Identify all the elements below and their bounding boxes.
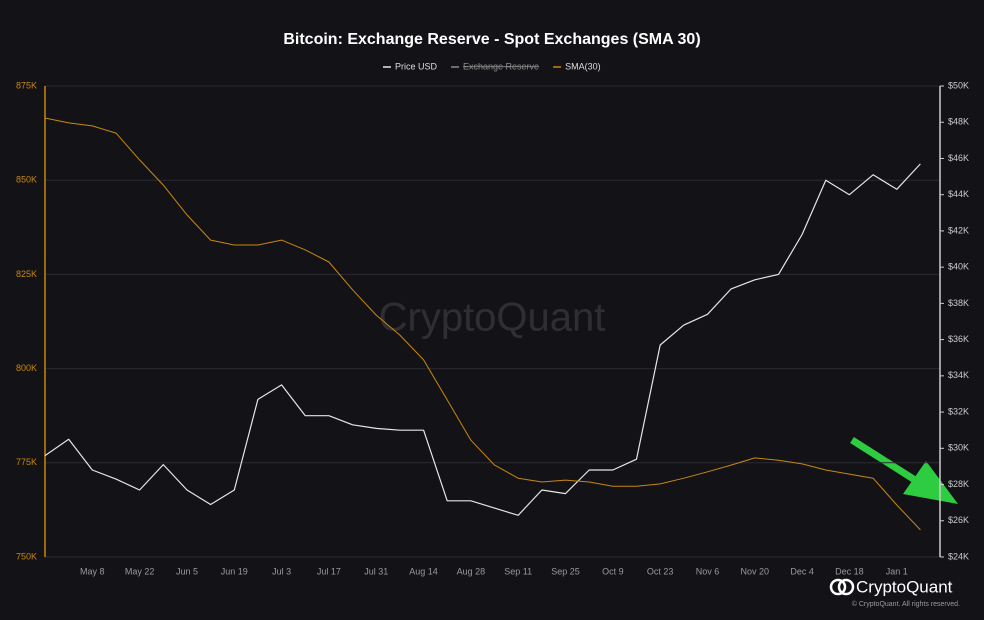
series-line [44,117,921,531]
x-tick-label: Jan 1 [886,566,908,576]
x-tick-label: Jun 5 [176,566,198,576]
y2-tick-label: $36K [948,334,969,344]
x-tick-label: Aug 28 [457,566,486,576]
y-tick-label: 825K [16,269,37,279]
brand-logo [829,578,855,596]
annotation-arrow [850,437,958,504]
arrow-shaft [850,437,917,483]
y2-tick-label: $38K [948,298,969,308]
legend: Price USD Exchange Reserve SMA(30) [383,61,601,71]
copyright: © CryptoQuant. All rights reserved. [852,600,960,608]
legend-label: SMA(30) [565,61,601,71]
x-tick-label: Jul 31 [364,566,388,576]
y2-tick-label: $48K [948,117,969,127]
x-tick-label: Jul 17 [317,566,341,576]
x-tick-label: Oct 9 [602,566,624,576]
x-tick-label: Jul 3 [272,566,291,576]
y2-tick-label: $24K [948,551,969,561]
y2-tick-label: $46K [948,153,969,163]
y2-tick-label: $40K [948,262,969,272]
x-tick-label: Sep 11 [504,566,532,576]
x-tick-label: Dec 4 [790,566,814,576]
y2-tick-label: $42K [948,225,969,235]
y-tick-label: 775K [16,457,37,467]
y-tick-label: 800K [16,363,37,373]
y2-tick-label: $50K [948,80,969,90]
y2-tick-label: $34K [948,370,969,380]
x-tick-label: Nov 6 [696,566,720,576]
legend-label: Exchange Reserve [463,61,539,71]
x-tick-label: Oct 23 [647,566,674,576]
x-tick-label: Aug 14 [409,566,438,576]
x-tick-label: May 22 [125,566,155,576]
legend-label: Price USD [395,61,438,71]
x-tick-label: Nov 20 [741,566,770,576]
brand-name: CryptoQuant [856,577,953,596]
logo-icon [829,578,847,596]
watermark: CryptoQuant [379,296,606,340]
x-tick-label: Dec 18 [835,566,864,576]
logo-icon [837,578,855,596]
x-tick-label: Sep 25 [551,566,580,576]
chart-title: Bitcoin: Exchange Reserve - Spot Exchang… [283,31,700,48]
x-tick-label: May 8 [80,566,105,576]
x-tick-label: Jun 19 [221,566,248,576]
y2-tick-label: $26K [948,515,969,525]
y2-tick-label: $44K [948,189,969,199]
y-tick-label: 850K [16,175,37,185]
y2-tick-label: $28K [948,479,969,489]
y-tick-label: 750K [16,551,37,561]
y-tick-label: 875K [16,80,37,90]
series-line [44,163,921,516]
y2-tick-label: $32K [948,406,969,416]
y2-tick-label: $30K [948,443,969,453]
arrow-head [903,461,958,504]
